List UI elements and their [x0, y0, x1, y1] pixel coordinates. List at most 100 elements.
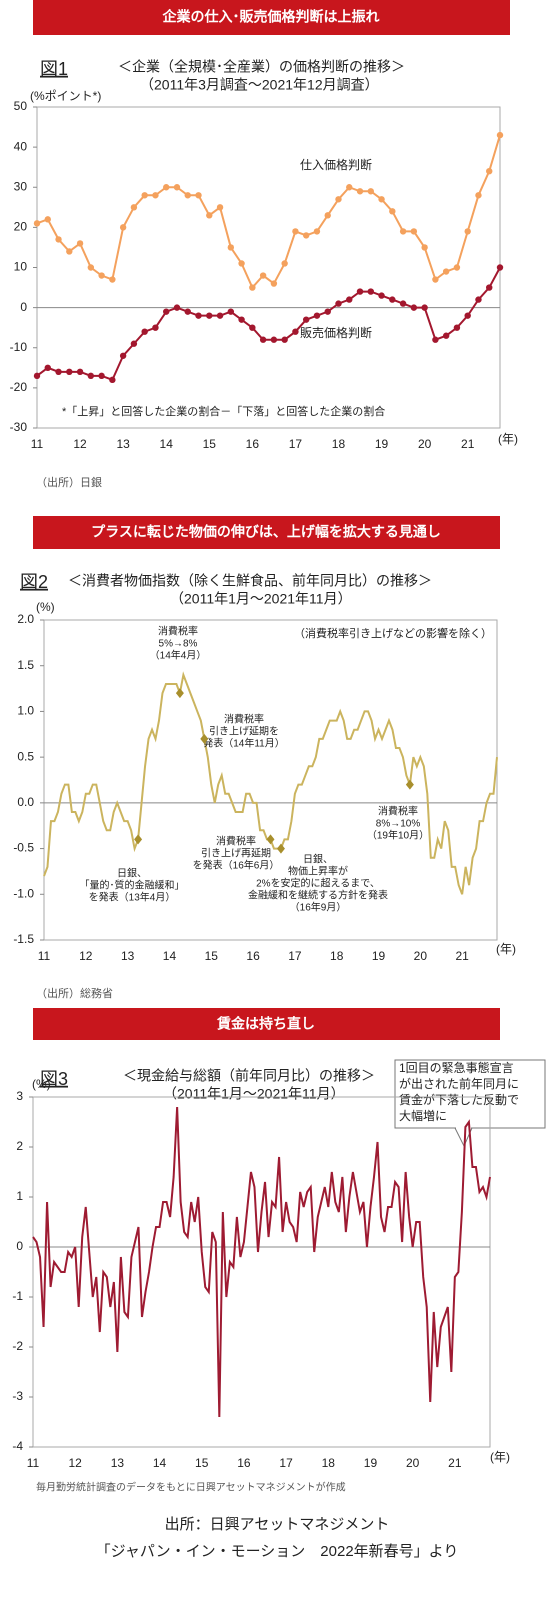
annotation: 「量的･質的金融緩和」 [80, 879, 185, 892]
y-tick-label: -3 [12, 1389, 23, 1403]
point [292, 228, 299, 235]
point [206, 212, 213, 219]
y-tick-label: 1.0 [17, 704, 34, 718]
point [378, 196, 385, 203]
point [249, 324, 256, 331]
point [141, 192, 148, 199]
point [486, 284, 493, 291]
y-tick-label: 2 [16, 1139, 23, 1153]
annotation: （14年4月） [150, 649, 207, 662]
point [442, 268, 450, 275]
figure-label: 図3 [40, 1069, 68, 1089]
highlight-point [200, 733, 209, 744]
point [324, 308, 331, 315]
point [130, 340, 138, 347]
annotation: 物価上昇率が [288, 865, 348, 878]
x-axis-label: (年) [490, 1450, 510, 1464]
footnote: *「上昇」と回答した企業の割合－「下落」と回答した企業の割合 [62, 404, 385, 418]
point [475, 192, 482, 199]
point [152, 192, 159, 199]
x-tick-label: 18 [322, 1456, 336, 1470]
y-tick-label: 0 [20, 300, 27, 314]
point [33, 220, 41, 227]
point [281, 336, 288, 343]
point [66, 368, 73, 376]
x-tick-label: 14 [153, 1456, 167, 1470]
y-tick-label: -2 [12, 1339, 23, 1353]
y-tick-label: 0.5 [17, 749, 34, 763]
y-tick-label: 40 [14, 139, 28, 153]
chart-title: ＜現金給与総額（前年同月比）の推移＞ [123, 1068, 375, 1084]
point [367, 288, 374, 295]
point [141, 328, 148, 335]
y-tick-label: 20 [14, 220, 28, 234]
y-tick-label: -1.0 [13, 886, 34, 900]
point [356, 288, 364, 295]
annotation: 5%→8% [159, 639, 198, 650]
point [173, 304, 181, 311]
chart-subtitle: （2011年1月～2021年11月） [170, 591, 352, 607]
footer-text: 出所：日興アセットマネジメント [165, 1516, 390, 1533]
x-tick-label: 18 [330, 949, 344, 963]
series-line [32, 1106, 491, 1418]
point [195, 312, 202, 319]
point [76, 240, 84, 247]
source: （出所）総務省 [36, 986, 113, 1000]
y-tick-label: -1.5 [13, 932, 34, 946]
x-tick-label: 19 [372, 949, 386, 963]
y-axis-label: (%) [32, 1077, 51, 1091]
banner [33, 1008, 500, 1040]
y-tick-label: 0.0 [17, 795, 34, 809]
point [313, 228, 321, 235]
point [302, 316, 310, 323]
y-tick-label: -4 [12, 1439, 23, 1453]
y-tick-label: -1 [12, 1289, 23, 1303]
annotation: 消費税率 [216, 835, 256, 848]
annotation: を発表（16年6月） [193, 859, 280, 872]
point [98, 272, 105, 279]
plot-frame [32, 1096, 491, 1448]
point [496, 131, 504, 139]
chart-subtitle: （2011年3月調査～2021年12月調査） [140, 77, 379, 93]
point [44, 216, 51, 223]
y-tick-label: 10 [14, 260, 28, 274]
annotation: を発表（13年4月） [89, 891, 176, 904]
plot-frame [43, 619, 498, 941]
x-tick-label: 17 [279, 1456, 293, 1470]
x-tick-label: 21 [455, 949, 469, 963]
point [389, 208, 396, 215]
point [324, 212, 331, 219]
series-line [36, 267, 501, 382]
point [367, 188, 374, 195]
x-tick-label: 17 [288, 949, 302, 963]
point [130, 204, 138, 211]
x-tick-label: 16 [237, 1456, 251, 1470]
y-tick-label: 1 [16, 1189, 23, 1203]
point [227, 244, 235, 251]
y-tick-label: 2.0 [17, 612, 34, 626]
footer-text: 「ジャパン・イン・モーション 2022年新春号」より [96, 1543, 459, 1560]
y-tick-label: 0 [16, 1239, 23, 1253]
series-label: 販売価格判断 [300, 325, 372, 340]
point [313, 312, 321, 319]
point [302, 232, 310, 239]
x-tick-label: 14 [163, 949, 177, 963]
banner-text: 企業の仕入･販売価格判断は上振れ [162, 9, 380, 25]
point [76, 368, 84, 376]
chart-title: ＜企業（全規模･全産業）の価格判断の推移＞ [118, 59, 405, 75]
figure-label: 図2 [20, 572, 48, 592]
annotation: 引き上げ再延期 [201, 848, 271, 860]
annotation: 消費税率 [224, 713, 264, 726]
point [163, 308, 170, 315]
point [119, 352, 127, 359]
point [184, 308, 191, 315]
x-tick-label: 18 [332, 437, 346, 451]
annotation: 日銀、 [117, 867, 147, 880]
annotation: 消費税率 [378, 805, 418, 818]
x-tick-label: 21 [448, 1456, 462, 1470]
x-tick-label: 20 [418, 437, 432, 451]
point [410, 228, 418, 235]
point [475, 296, 482, 303]
x-tick-label: 13 [116, 437, 130, 451]
